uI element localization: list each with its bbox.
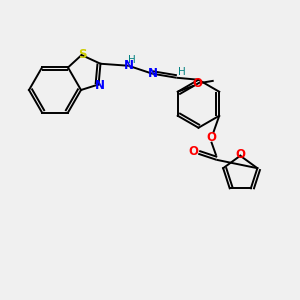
Text: H: H: [128, 55, 135, 65]
Text: N: N: [94, 79, 105, 92]
Text: O: O: [235, 148, 245, 161]
Text: O: O: [188, 145, 198, 158]
Text: N: N: [124, 59, 134, 72]
Text: H: H: [178, 67, 185, 77]
Text: S: S: [78, 47, 87, 61]
Text: O: O: [193, 77, 203, 90]
Text: N: N: [148, 67, 158, 80]
Text: O: O: [206, 131, 216, 144]
